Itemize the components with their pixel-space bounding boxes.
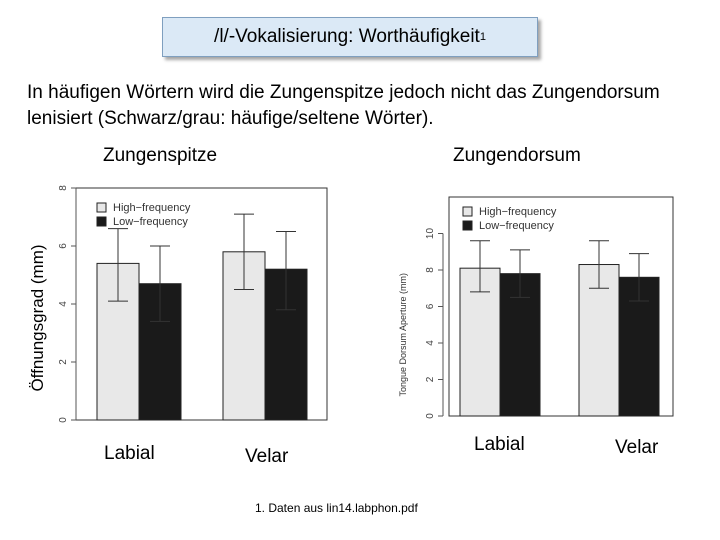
tip-y-tick-label: 6	[58, 243, 69, 249]
category-label-labial-dorsum: Labial	[474, 434, 525, 455]
dorsum-y-tick-label: 6	[425, 303, 436, 309]
dorsum-bar	[578, 264, 620, 417]
dorsum-plot-frame	[448, 196, 674, 417]
tip-y-tick-label: 0	[58, 417, 69, 423]
dorsum-legend-label: Low−frequency	[479, 220, 554, 232]
tip-y-tick-label: 2	[58, 359, 69, 365]
category-label-velar-tip: Velar	[245, 446, 289, 467]
chart-tip: 0 2 4 6 8 High−frequency Low−frequency	[58, 185, 328, 423]
slide-description: In häufigen Wörtern wird die Zungenspitz…	[27, 82, 660, 129]
dorsum-y-tick-label: 4	[425, 340, 436, 346]
tip-legend-label: High−frequency	[113, 202, 191, 214]
category-label-labial-tip: Labial	[104, 443, 155, 464]
chart-dorsum: 0 2 4 6 8 10 Tongue Dorsum Aperture (mm) High−f…	[398, 196, 674, 419]
dorsum-y-tick-label: 8	[425, 267, 436, 273]
footnote: 1. Daten aus lin14.labphon.pdf	[255, 501, 418, 515]
slide-title: /l/-Vokalisierung: Worthäufigkeit 1	[162, 17, 538, 57]
dorsum-y-tick-label: 0	[425, 413, 436, 419]
tip-legend-swatch	[96, 202, 107, 213]
dorsum-y-tick-label: 10	[425, 228, 436, 240]
slide-title-text: /l/-Vokalisierung: Worthäufigkeit	[214, 26, 480, 47]
tip-legend-label: Low−frequency	[113, 216, 188, 228]
tip-y-tick-label: 4	[58, 301, 69, 307]
title-footnote-marker: 1	[479, 31, 486, 43]
tip-y-tick-label: 8	[58, 185, 69, 191]
panel-title-tip: Zungenspitze	[103, 145, 218, 166]
dorsum-bar	[459, 267, 501, 417]
category-label-velar-dorsum: Velar	[615, 437, 659, 458]
dorsum-legend-swatch	[462, 220, 473, 231]
dorsum-legend-label: High−frequency	[479, 206, 557, 218]
dorsum-y-tick-label: 2	[425, 376, 436, 382]
dorsum-legend-swatch	[462, 206, 473, 217]
tip-legend-swatch	[96, 216, 107, 227]
dorsum-y-axis-label: Tongue Dorsum Aperture (mm)	[398, 273, 408, 397]
panel-title-dorsum: Zungendorsum	[453, 145, 581, 166]
